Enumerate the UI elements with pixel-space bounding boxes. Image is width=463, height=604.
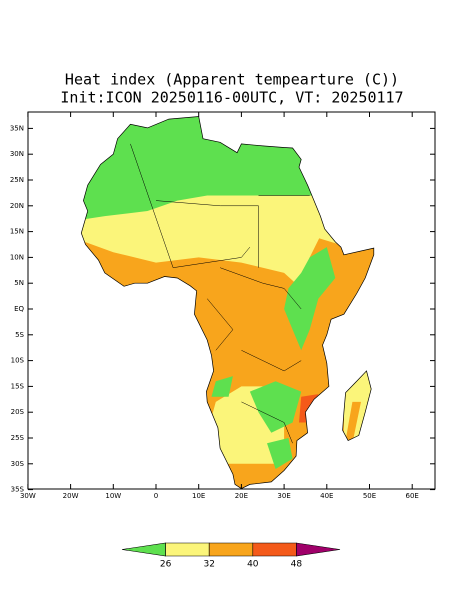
lat-tick-label: 25S xyxy=(11,434,25,442)
lon-tick-label: 0 xyxy=(154,492,158,500)
lon-tick-label: 10E xyxy=(192,492,205,500)
region-green xyxy=(284,247,336,351)
lon-tick-label: 30E xyxy=(277,492,290,500)
colorbar-label: 32 xyxy=(203,560,214,570)
lon-tick-label: 30W xyxy=(20,492,36,500)
lon-tick-label: 20W xyxy=(63,492,79,500)
colorbar-label: 40 xyxy=(247,560,259,570)
lat-tick-label: 15N xyxy=(10,228,24,236)
lat-tick-label: 15S xyxy=(11,382,25,390)
coastline xyxy=(80,116,375,490)
lon-tick-label: 20E xyxy=(235,492,248,500)
colorbar-label: 26 xyxy=(160,560,172,570)
lat-tick-label: 10S xyxy=(11,357,25,365)
border xyxy=(220,267,302,310)
subtitle: Init:ICON 20250116-00UTC, VT: 20250117 xyxy=(60,89,403,107)
lat-tick-label: 35N xyxy=(10,124,24,132)
border xyxy=(207,298,234,351)
lat-tick-label: 30N xyxy=(10,150,24,158)
lon-tick-label: 50E xyxy=(363,492,376,500)
lat-tick-label: 10N xyxy=(10,253,24,261)
lat-tick-label: 5N xyxy=(14,279,24,287)
lon-tick-label: 40E xyxy=(320,492,333,500)
colorbar-label: 48 xyxy=(291,560,303,570)
lat-tick-label: 25N xyxy=(10,176,24,184)
lon-tick-label: 60E xyxy=(406,492,419,500)
border xyxy=(155,200,259,268)
colorbar-segment xyxy=(208,542,254,557)
lon-tick-label: 10W xyxy=(105,492,121,500)
border xyxy=(241,401,293,444)
lat-tick-label: 30S xyxy=(11,460,25,468)
colorbar-segment xyxy=(165,542,210,557)
region-green xyxy=(211,376,233,397)
lat-tick-label: 35S xyxy=(11,486,25,494)
lat-tick-label: EQ xyxy=(14,305,24,313)
region-green xyxy=(249,381,302,433)
region-green xyxy=(267,438,293,469)
lat-tick-label: 20S xyxy=(11,408,25,416)
colorbar-segment xyxy=(252,542,297,557)
lat-tick-label: 5S xyxy=(15,331,24,339)
coast xyxy=(342,370,372,442)
coast xyxy=(80,116,375,490)
colorbar-segment xyxy=(296,542,341,557)
map-frame xyxy=(27,111,436,490)
title: Heat index (Apparent tempearture (C)) xyxy=(65,71,399,89)
colorbar-segment xyxy=(121,542,166,557)
lat-tick-label: 20N xyxy=(10,202,24,210)
region-orange xyxy=(346,401,361,444)
border xyxy=(241,350,302,372)
border xyxy=(130,143,251,268)
